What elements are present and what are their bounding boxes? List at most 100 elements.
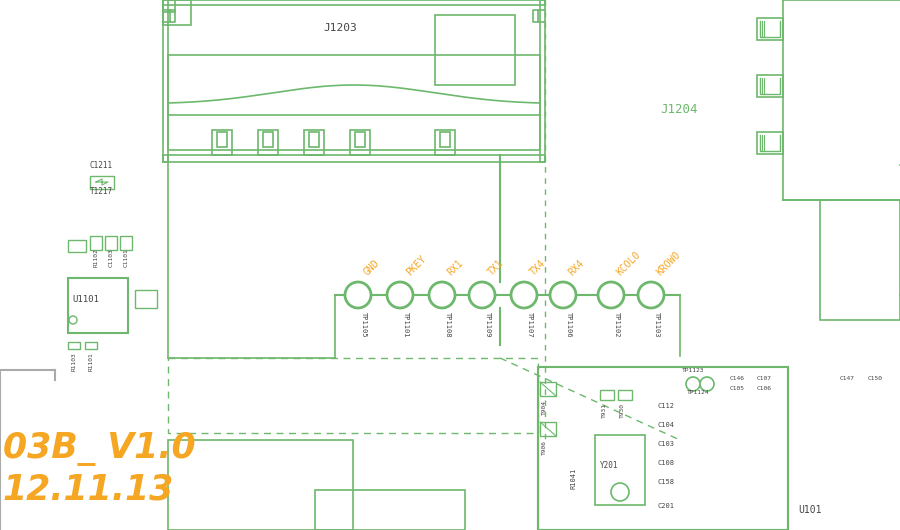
- Bar: [757, 75, 783, 97]
- Bar: [435, 130, 455, 155]
- Text: T906: T906: [542, 440, 547, 455]
- Bar: [105, 236, 117, 250]
- Bar: [315, 490, 465, 530]
- Text: C1211: C1211: [90, 161, 113, 170]
- Bar: [90, 236, 102, 250]
- Bar: [85, 342, 97, 349]
- Bar: [595, 435, 645, 505]
- Bar: [304, 130, 324, 155]
- Text: U101: U101: [798, 505, 822, 515]
- Text: T904: T904: [542, 400, 547, 415]
- Text: Y201: Y201: [600, 461, 618, 470]
- Text: TP1123: TP1123: [682, 368, 705, 373]
- Text: T1217: T1217: [90, 187, 113, 196]
- Bar: [163, 0, 191, 25]
- Circle shape: [638, 282, 664, 308]
- Text: T931: T931: [602, 403, 607, 418]
- Bar: [168, 55, 540, 150]
- Bar: [355, 132, 365, 147]
- Circle shape: [345, 282, 371, 308]
- Text: R1101: R1101: [88, 352, 94, 371]
- Bar: [212, 130, 232, 155]
- Text: TP1109: TP1109: [485, 312, 491, 338]
- Text: R1041: R1041: [570, 467, 576, 489]
- Bar: [258, 130, 278, 155]
- Bar: [350, 130, 370, 155]
- Bar: [757, 18, 783, 40]
- Text: C146: C146: [730, 376, 745, 381]
- Bar: [163, 0, 545, 5]
- Text: TP1102: TP1102: [614, 312, 620, 338]
- Circle shape: [550, 282, 576, 308]
- Bar: [168, 440, 353, 530]
- Text: R1102: R1102: [94, 248, 98, 267]
- Bar: [263, 132, 273, 147]
- Bar: [540, 0, 545, 162]
- Bar: [540, 382, 556, 396]
- Circle shape: [700, 377, 714, 391]
- Bar: [68, 240, 86, 252]
- Circle shape: [611, 483, 629, 501]
- Bar: [600, 390, 614, 400]
- Text: GND: GND: [362, 258, 382, 277]
- Bar: [217, 132, 227, 147]
- Text: C112: C112: [657, 403, 674, 409]
- Text: TP1124: TP1124: [687, 390, 709, 395]
- Circle shape: [387, 282, 413, 308]
- Bar: [538, 367, 788, 530]
- Bar: [135, 290, 157, 308]
- Circle shape: [598, 282, 624, 308]
- Text: TP1106: TP1106: [566, 312, 572, 338]
- Text: C158: C158: [657, 479, 674, 485]
- Text: TP1105: TP1105: [361, 312, 367, 338]
- Bar: [163, 0, 168, 162]
- Text: RX4: RX4: [567, 258, 587, 277]
- Text: C104: C104: [657, 422, 674, 428]
- Text: C106: C106: [757, 386, 772, 391]
- Text: C147: C147: [840, 376, 855, 381]
- Text: KROW0: KROW0: [655, 249, 683, 277]
- Bar: [90, 176, 114, 189]
- Bar: [163, 0, 175, 12]
- Circle shape: [511, 282, 537, 308]
- Bar: [68, 342, 80, 349]
- Text: C103: C103: [657, 441, 674, 447]
- Bar: [757, 132, 783, 154]
- Bar: [540, 422, 556, 436]
- Text: KCOL0: KCOL0: [615, 249, 643, 277]
- Text: U1101: U1101: [72, 295, 99, 304]
- Text: J1203: J1203: [323, 23, 357, 33]
- Bar: [120, 236, 132, 250]
- Text: TP1108: TP1108: [445, 312, 451, 338]
- Text: TP1101: TP1101: [403, 312, 409, 338]
- Circle shape: [69, 316, 77, 324]
- Circle shape: [429, 282, 455, 308]
- Text: C1103: C1103: [109, 248, 113, 267]
- Circle shape: [469, 282, 495, 308]
- Text: C150: C150: [868, 376, 883, 381]
- Text: R1103: R1103: [71, 352, 76, 371]
- Text: TX1: TX1: [486, 258, 506, 277]
- Text: C201: C201: [657, 503, 674, 509]
- Bar: [163, 155, 545, 162]
- Text: C107: C107: [757, 376, 772, 381]
- Text: C108: C108: [657, 460, 674, 466]
- Text: RX1: RX1: [446, 258, 465, 277]
- Text: J1204: J1204: [660, 103, 698, 116]
- Bar: [820, 200, 900, 320]
- Circle shape: [686, 377, 700, 391]
- Bar: [168, 358, 538, 433]
- Bar: [435, 15, 515, 85]
- Bar: [440, 132, 450, 147]
- Bar: [618, 390, 632, 400]
- Text: TP1103: TP1103: [654, 312, 660, 338]
- Text: 12.11.13: 12.11.13: [3, 473, 175, 507]
- Text: TP1107: TP1107: [527, 312, 533, 338]
- Text: C105: C105: [730, 386, 745, 391]
- Text: C1101: C1101: [123, 248, 129, 267]
- Bar: [68, 278, 128, 333]
- Text: TX4: TX4: [528, 258, 547, 277]
- Text: T930: T930: [620, 403, 625, 418]
- Text: 03B_ V1.0: 03B_ V1.0: [3, 432, 195, 466]
- Text: PKEY: PKEY: [404, 253, 428, 277]
